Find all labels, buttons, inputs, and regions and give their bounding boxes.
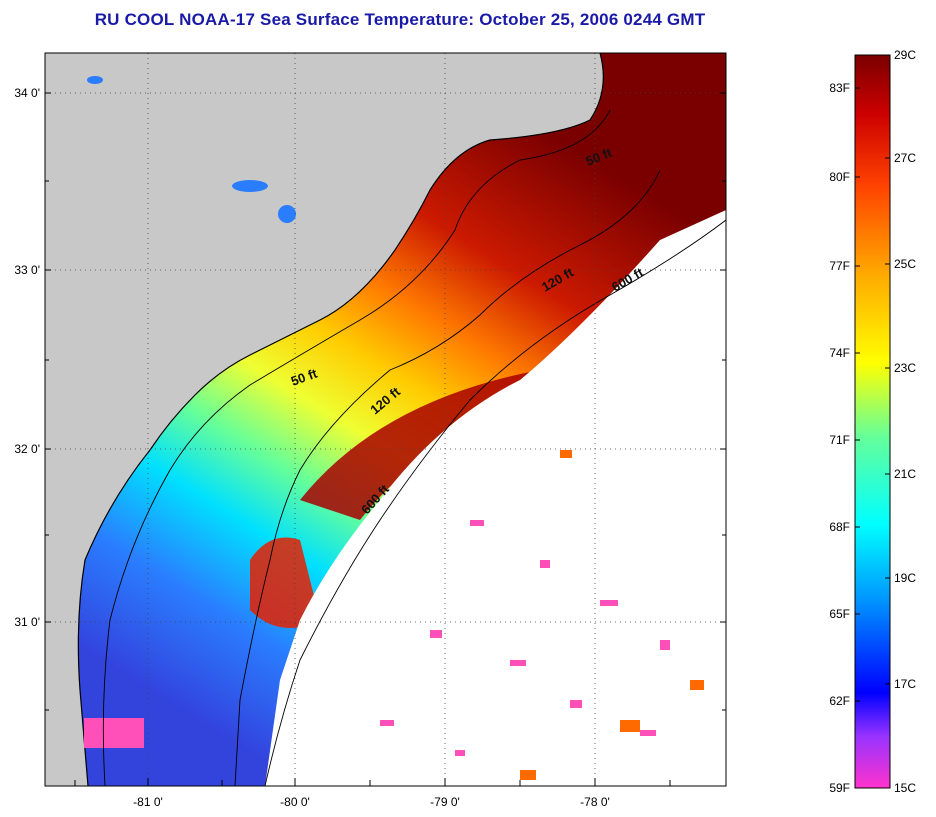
lat-label: 32 0' — [14, 442, 40, 456]
coastal-cold-patch — [84, 718, 144, 748]
grid — [45, 53, 726, 786]
cloud-mask — [265, 210, 726, 786]
lon-label: -78 0' — [580, 795, 610, 809]
colorbar-f-label: 59F — [829, 781, 850, 795]
colorbar-f-label: 68F — [829, 520, 850, 534]
map-title: RU COOL NOAA-17 Sea Surface Temperature:… — [94, 10, 706, 29]
lake — [232, 180, 268, 192]
colorbar-f-label: 62F — [829, 694, 850, 708]
warm-eddy — [250, 537, 320, 628]
colorbar-c-label: 17C — [894, 677, 916, 691]
colorbar-c-label: 19C — [894, 571, 916, 585]
colorbar-f-label: 71F — [829, 433, 850, 447]
colorbar-c-label: 15C — [894, 781, 916, 795]
map-frame — [44, 52, 727, 787]
colorbar-f-label: 65F — [829, 607, 850, 621]
lat-label: 31 0' — [14, 615, 40, 629]
warm-speckles — [520, 450, 704, 780]
colorbar-f-label: 80F — [829, 170, 850, 184]
lat-label: 33 0' — [14, 263, 40, 277]
cloud-speckles — [380, 520, 670, 756]
frame-ticks — [45, 92, 726, 786]
colorbar — [854, 54, 891, 789]
coastline — [77, 53, 604, 786]
lon-label: -81 0' — [133, 795, 163, 809]
colorbar-f-label: 74F — [829, 346, 850, 360]
colorbar-c-label: 27C — [894, 151, 916, 165]
land-mass — [45, 53, 604, 786]
lon-label: -79 0' — [430, 795, 460, 809]
colorbar-c-label: 25C — [894, 257, 916, 271]
colorbar-ticks — [855, 54, 890, 702]
contour-600ft — [264, 219, 726, 786]
colorbar-c-label: 23C — [894, 361, 916, 375]
colorbar-c-label: 29C — [894, 48, 916, 62]
colorbar-f-label: 77F — [829, 259, 850, 273]
colorbar-c-label: 21C — [894, 467, 916, 481]
lake — [87, 76, 103, 84]
lon-label: -80 0' — [280, 795, 310, 809]
lat-label: 34 0' — [14, 86, 40, 100]
lake — [278, 205, 296, 223]
contour-120ft — [234, 169, 661, 786]
contour-50ft — [102, 109, 611, 786]
colorbar-f-label: 83F — [829, 81, 850, 95]
